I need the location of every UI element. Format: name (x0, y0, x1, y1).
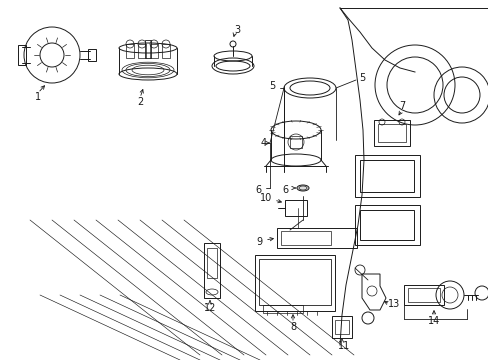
Text: 14: 14 (427, 316, 439, 326)
Text: 3: 3 (233, 25, 240, 35)
Bar (373, 120, 409, 146)
Text: 12: 12 (203, 303, 216, 313)
Text: 4: 4 (261, 138, 266, 148)
Bar (18, 45, 26, 65)
Bar (263, 305, 303, 313)
Bar (285, 200, 306, 216)
Text: 1: 1 (35, 92, 41, 102)
Bar (145, 40, 151, 58)
Text: 5: 5 (358, 73, 365, 83)
Bar (331, 316, 351, 338)
Bar (126, 44, 134, 58)
Text: 10: 10 (259, 193, 271, 203)
Bar (359, 160, 413, 192)
Text: 2: 2 (137, 97, 143, 107)
Bar (162, 44, 170, 58)
Bar (203, 243, 220, 298)
Bar (354, 155, 419, 197)
Text: 6: 6 (254, 185, 261, 195)
Bar (359, 210, 413, 240)
Bar (407, 288, 439, 302)
Bar (403, 285, 443, 305)
Bar (150, 44, 158, 58)
Bar (138, 44, 146, 58)
Text: 11: 11 (337, 341, 349, 351)
Bar (276, 228, 356, 248)
Ellipse shape (296, 185, 308, 191)
Text: 8: 8 (289, 322, 295, 332)
Bar (259, 259, 330, 305)
Bar (281, 231, 330, 245)
Text: 5: 5 (268, 81, 275, 91)
Text: 7: 7 (398, 101, 404, 111)
Bar (334, 320, 348, 334)
Bar (254, 255, 334, 311)
Bar (206, 248, 217, 278)
Text: 13: 13 (387, 299, 399, 309)
Bar (354, 205, 419, 245)
Text: 6: 6 (282, 185, 287, 195)
Bar (88, 49, 96, 61)
Bar (289, 136, 302, 148)
Text: 9: 9 (255, 237, 262, 247)
Bar (377, 124, 405, 142)
